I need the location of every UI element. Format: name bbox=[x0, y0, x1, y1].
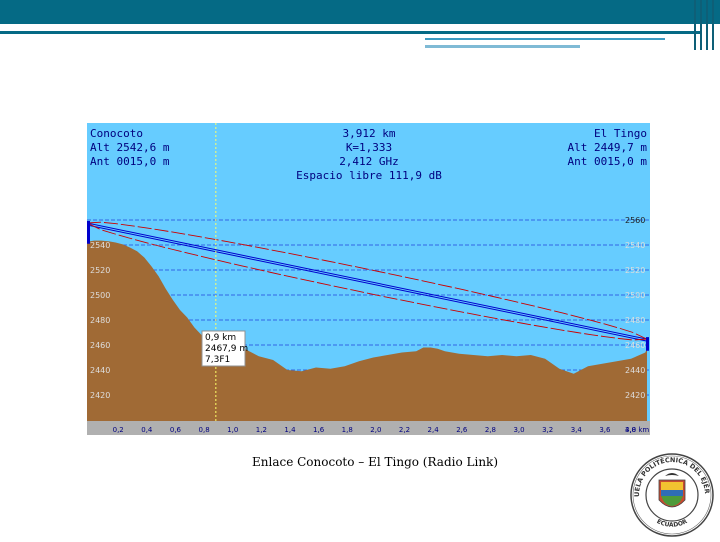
y-tick-label-right: 2500 bbox=[625, 291, 645, 300]
right-site-name: El Tingo bbox=[594, 127, 647, 140]
radio-link-profile: 0,9 km 2467,9 m 7,3F1 0,2 0,4 0,6 0,8 1,0 1,2… bbox=[86, 123, 650, 435]
cursor-readout: 0,9 km 2467,9 m 7,3F1 bbox=[201, 330, 248, 367]
header-divider-light bbox=[425, 45, 580, 48]
right-site-antenna: Ant 0015,0 m bbox=[568, 155, 648, 168]
left-antenna-marker bbox=[87, 221, 90, 244]
x-tick-label: 1,0 bbox=[227, 426, 238, 434]
y-tick-label-left: 2520 bbox=[90, 266, 110, 275]
y-tick-label-left: 2480 bbox=[90, 316, 110, 325]
cursor-distance: 0,9 km bbox=[205, 333, 236, 343]
k-factor: K=1,333 bbox=[346, 141, 392, 154]
header-divider-blue bbox=[425, 38, 665, 40]
y-tick-label-left: 2440 bbox=[90, 366, 110, 375]
x-tick-label: 3,8 bbox=[625, 426, 636, 434]
free-space-loss: Espacio libre 111,9 dB bbox=[296, 169, 442, 182]
x-tick-label: 3,6 bbox=[599, 426, 611, 434]
y-tick-label-left: 2500 bbox=[90, 291, 110, 300]
terrain-profile bbox=[87, 240, 647, 421]
cursor-fresnel: 7,3F1 bbox=[205, 355, 230, 365]
left-site-altitude: Alt 2542,6 m bbox=[90, 141, 170, 154]
y-tick-label-left: 2540 bbox=[90, 241, 110, 250]
x-tick-label: 3,4 bbox=[571, 426, 583, 434]
x-tick-label: 1,8 bbox=[342, 426, 353, 434]
y-tick-label-right: 2480 bbox=[625, 316, 645, 325]
institution-seal-logo: ESCUELA POLITÉCNICA DEL EJÉRCITO ECUADOR bbox=[622, 446, 720, 538]
x-tick-label: 1,2 bbox=[256, 426, 267, 434]
x-tick-label: 0,6 bbox=[170, 426, 182, 434]
left-site-antenna: Ant 0015,0 m bbox=[90, 155, 170, 168]
header-divider-dark bbox=[0, 31, 700, 34]
header-accent-bar bbox=[0, 0, 720, 24]
x-tick-label: 2,8 bbox=[485, 426, 496, 434]
x-tick-label: 2,4 bbox=[428, 426, 440, 434]
header-divider-white bbox=[0, 24, 720, 34]
left-site-name: Conocoto bbox=[90, 127, 143, 140]
y-tick-label-right: 2540 bbox=[625, 241, 645, 250]
right-site-altitude: Alt 2449,7 m bbox=[568, 141, 648, 154]
cursor-altitude: 2467,9 m bbox=[205, 344, 248, 354]
x-tick-label: 3,2 bbox=[542, 426, 553, 434]
y-tick-label-left: 2420 bbox=[90, 391, 110, 400]
link-lines bbox=[86, 221, 648, 342]
line-of-sight bbox=[86, 222, 648, 340]
y-tick-label-right: 2520 bbox=[625, 266, 645, 275]
y-tick-label-right: 2420 bbox=[625, 391, 645, 400]
x-tick-label: 0,2 bbox=[113, 426, 124, 434]
x-tick-label: 0,4 bbox=[141, 426, 153, 434]
x-tick-label: 2,2 bbox=[399, 426, 410, 434]
x-tick-label: 1,4 bbox=[284, 426, 296, 434]
y-tick-label-left: 2460 bbox=[90, 341, 110, 350]
line-of-sight-lower bbox=[86, 224, 648, 342]
x-axis-bar bbox=[87, 421, 650, 435]
svg-text:ECUADOR: ECUADOR bbox=[656, 518, 689, 529]
slide-caption: Enlace Conocoto – El Tingo (Radio Link) bbox=[252, 455, 498, 469]
x-axis-ticks: 0,2 0,4 0,6 0,8 1,0 1,2 1,4 1,6 1,8 2,0 2,2 2,4 2,6 2… bbox=[113, 426, 650, 434]
fresnel-zone-lower bbox=[86, 222, 648, 341]
link-distance: 3,912 km bbox=[343, 127, 396, 140]
x-tick-label: 0,8 bbox=[199, 426, 210, 434]
fresnel-zone-upper bbox=[86, 221, 648, 340]
frequency: 2,412 GHz bbox=[339, 155, 399, 168]
x-tick-label: 2,0 bbox=[370, 426, 381, 434]
x-tick-label: 1,6 bbox=[313, 426, 325, 434]
y-tick-label-right: 2560 bbox=[625, 216, 645, 225]
y-tick-label-right: 2460 bbox=[625, 341, 645, 350]
y-tick-label-right: 2440 bbox=[625, 366, 645, 375]
x-tick-label: 2,6 bbox=[456, 426, 468, 434]
header-stripes bbox=[690, 0, 720, 50]
y-axis-ticks: 2540 2520 2500 2480 2460 2440 2420 2560 2540 2520… bbox=[90, 216, 645, 400]
x-tick-label: 3,0 bbox=[513, 426, 524, 434]
x-tick-label: 4,0 km bbox=[625, 426, 649, 434]
right-antenna-marker bbox=[646, 337, 649, 351]
